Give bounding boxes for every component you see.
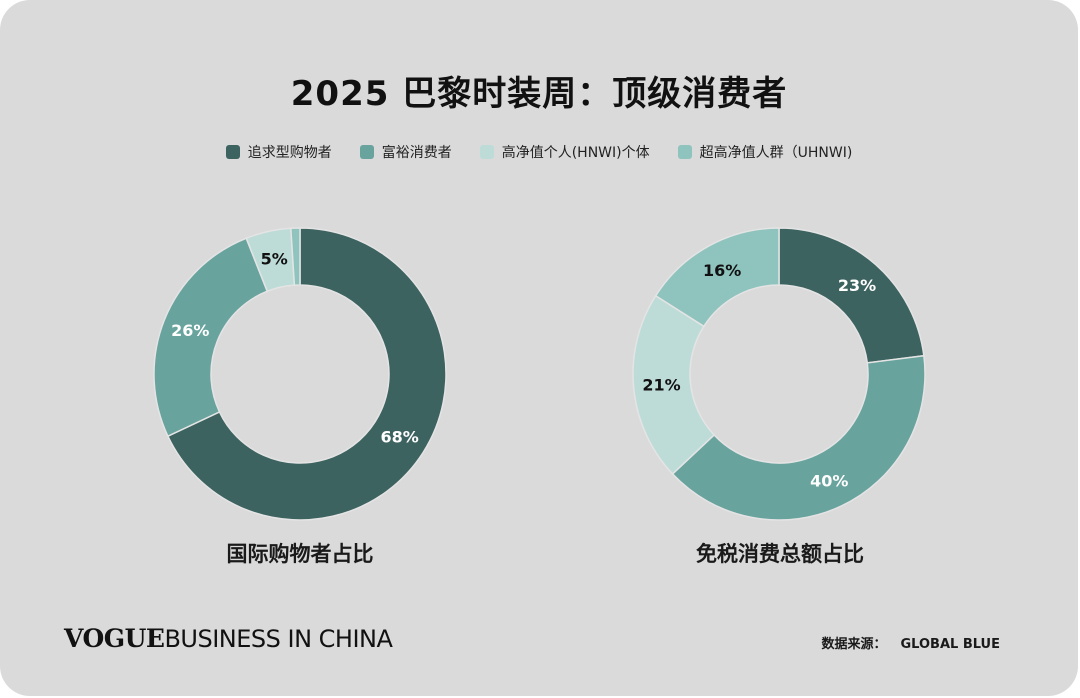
legend-swatch <box>479 145 494 159</box>
donut-slice-label: 23% <box>838 276 876 295</box>
data-source-label: 数据来源： <box>821 637 887 652</box>
legend: 追求型购物者 富裕消费者 高净值个人(HNWI)个体 超高净值人群（UHNWI) <box>0 142 1078 162</box>
donut-slice <box>153 237 269 438</box>
donut-slice <box>166 227 447 521</box>
donut-chart-1: 68% 26% 5% <box>153 227 447 521</box>
donut-chart-2: 23% 40% 21% 16% <box>632 227 926 521</box>
legend-swatch <box>225 145 240 159</box>
legend-item-seeker: 追求型购物者 <box>225 142 332 162</box>
legend-label: 富裕消费者 <box>381 145 452 161</box>
donut-slice-label: 5% <box>261 249 288 268</box>
donut-slice <box>290 227 301 286</box>
donut-slice-label: 40% <box>810 471 848 490</box>
donut-slice <box>778 227 925 364</box>
data-source: 数据来源： GLOBAL BLUE <box>821 633 1000 652</box>
legend-label: 追求型购物者 <box>247 145 332 161</box>
legend-label: 超高净值人群（UHNWI) <box>699 145 853 161</box>
legend-item-affluent: 富裕消费者 <box>359 142 452 162</box>
page-title: 2025 巴黎时装周：顶级消费者 <box>290 74 788 114</box>
donut-slice <box>632 294 716 476</box>
legend-item-uhnwi: 超高净值人群（UHNWI) <box>677 142 853 162</box>
legend-item-hnwi: 高净值个人(HNWI)个体 <box>479 142 650 162</box>
legend-swatch <box>359 145 374 159</box>
donut-slice-label: 21% <box>642 376 680 395</box>
donut-slice-label: 16% <box>703 261 741 280</box>
chart-title-tax-free-spend: 免税消费总额占比 <box>696 542 864 566</box>
donut-slice-label: 68% <box>380 428 418 447</box>
data-source-value: GLOBAL BLUE <box>900 637 1001 652</box>
legend-label: 高净值个人(HNWI)个体 <box>501 145 650 161</box>
donut-slice <box>671 354 926 521</box>
vogue-business-logo: VOGUEBUSINESS IN CHINA <box>64 624 393 653</box>
donut-slice <box>654 227 780 328</box>
donut-slice-label: 26% <box>171 321 209 340</box>
legend-swatch <box>677 145 692 159</box>
chart-title-international-shoppers: 国际购物者占比 <box>226 542 374 566</box>
